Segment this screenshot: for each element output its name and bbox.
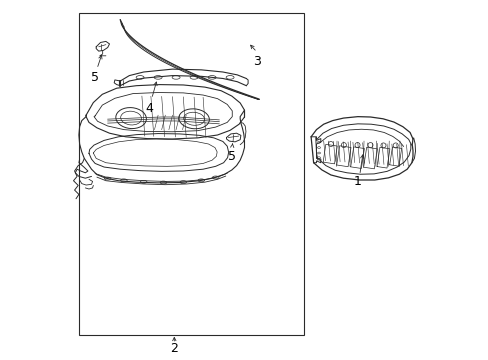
Text: 5: 5 [227, 150, 235, 163]
Text: 3: 3 [253, 55, 261, 68]
Bar [79, 13, 303, 335]
Text: 4: 4 [145, 102, 153, 114]
Text: 2: 2 [170, 342, 178, 355]
Text: 5: 5 [91, 71, 99, 84]
Text: 1: 1 [353, 175, 361, 188]
